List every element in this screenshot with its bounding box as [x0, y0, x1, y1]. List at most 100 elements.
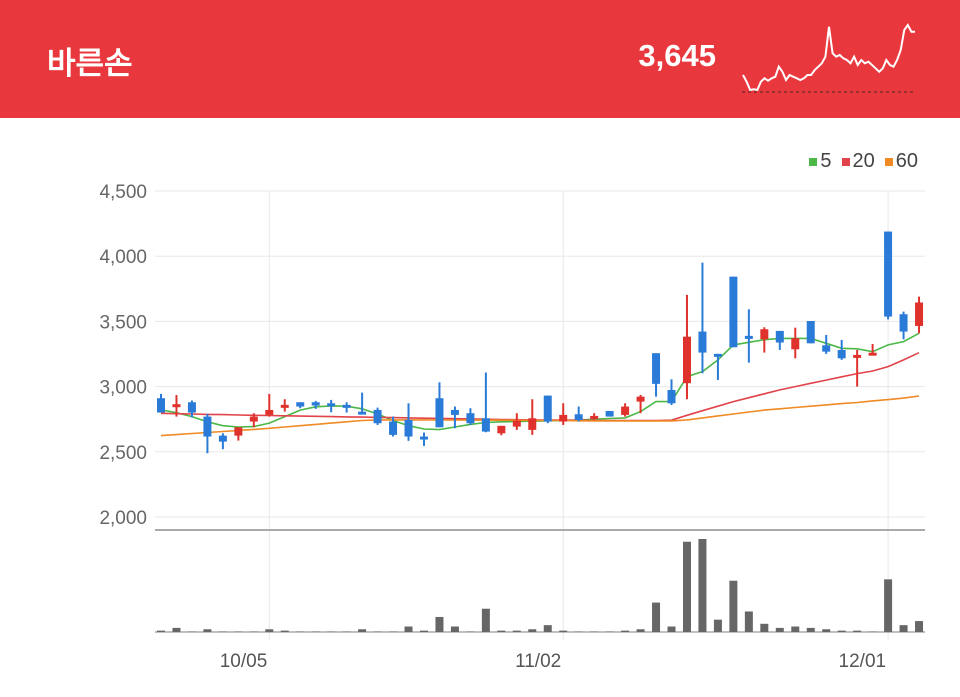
- candle: [605, 410, 614, 417]
- volume-bar: [652, 602, 661, 632]
- sparkline: [742, 23, 915, 93]
- candle: [450, 406, 459, 429]
- candle-body: [636, 396, 645, 402]
- candle: [899, 311, 908, 340]
- legend-swatch-red: [841, 157, 850, 166]
- candle-body: [157, 398, 165, 413]
- legend-label: 5: [820, 150, 832, 172]
- candle: [187, 400, 196, 418]
- candle-body: [915, 302, 924, 326]
- volume-bar: [621, 630, 630, 632]
- candle-body: [311, 402, 320, 406]
- candle-body: [574, 414, 583, 420]
- volume-bar: [775, 627, 784, 632]
- candle: [311, 400, 320, 409]
- volume-bar: [806, 627, 815, 632]
- legend-label: 60: [895, 150, 918, 172]
- current-price: 3,645: [638, 38, 716, 73]
- candle: [574, 406, 583, 422]
- candle: [744, 309, 753, 363]
- stock-name: 바른손: [47, 46, 133, 82]
- candle: [621, 403, 630, 417]
- volume-bar: [837, 630, 846, 632]
- candle-body: [682, 336, 691, 384]
- candle-body: [605, 410, 614, 417]
- volume-bar: [636, 629, 645, 632]
- volume-bar: [497, 630, 506, 632]
- volume-bar: [265, 629, 274, 632]
- candle-body: [652, 353, 661, 384]
- candle-body: [296, 402, 305, 407]
- legend: 5 20 60: [809, 150, 918, 173]
- legend-swatch-orange: [884, 157, 893, 166]
- candle: [342, 402, 351, 413]
- volume-bar: [884, 579, 893, 632]
- candle-body: [559, 414, 568, 422]
- volume-bar: [512, 630, 521, 632]
- candle: [280, 399, 289, 412]
- candle: [698, 262, 707, 374]
- candle: [713, 353, 722, 380]
- volume-bar: [419, 630, 428, 632]
- candle: [234, 427, 243, 441]
- candle-body: [590, 415, 599, 419]
- volume-bar: [280, 630, 289, 632]
- y-tick-label: 4,500: [99, 182, 147, 203]
- candle-body: [698, 331, 707, 353]
- candle: [466, 408, 475, 425]
- candle: [590, 413, 599, 420]
- candle: [157, 393, 165, 413]
- candle: [652, 353, 661, 397]
- candle-body: [806, 321, 815, 344]
- candle: [682, 294, 691, 400]
- candle-body: [528, 418, 537, 430]
- volume-bar: [543, 625, 552, 632]
- candle: [497, 425, 506, 436]
- y-tick-label: 3,000: [99, 378, 147, 399]
- candle: [203, 413, 212, 454]
- y-tick-label: 2,500: [99, 443, 147, 464]
- candle: [806, 321, 815, 344]
- legend-label: 20: [852, 150, 875, 172]
- candle-body: [744, 335, 753, 339]
- candle-body: [760, 329, 769, 340]
- candle-body: [187, 402, 196, 413]
- candle: [791, 327, 800, 359]
- candle: [358, 392, 367, 415]
- legend-item-ma60: 60: [884, 150, 918, 173]
- candle: [837, 339, 846, 360]
- volume-bar: [822, 629, 831, 632]
- candle: [512, 413, 521, 430]
- candle: [636, 394, 645, 414]
- volume-bar: [358, 629, 367, 632]
- sparkline-line: [742, 23, 915, 92]
- candle: [868, 343, 877, 356]
- volume-bar: [744, 611, 753, 632]
- legend-swatch-green: [809, 157, 818, 166]
- volume-bar: [481, 608, 490, 632]
- candle: [822, 334, 831, 354]
- volume-bar: [698, 539, 707, 632]
- candle: [481, 372, 490, 433]
- candle-body: [249, 416, 258, 422]
- candle-body: [543, 395, 552, 422]
- candle-body: [729, 276, 738, 348]
- candle: [884, 231, 893, 320]
- candle-body: [450, 409, 459, 415]
- candle: [419, 432, 428, 446]
- candle-body: [265, 409, 274, 415]
- legend-item-ma20: 20: [841, 150, 875, 173]
- candle: [729, 276, 738, 348]
- candle-body: [512, 420, 521, 427]
- y-tick-label: 2,000: [99, 508, 147, 529]
- volume-bar: [729, 580, 738, 632]
- volume-bar: [915, 621, 924, 632]
- candle-body: [481, 418, 490, 432]
- volume-bar: [528, 629, 537, 632]
- candle-body: [884, 231, 893, 317]
- volume-bar: [404, 626, 413, 632]
- candle-body: [435, 398, 444, 428]
- candle-body: [389, 421, 398, 435]
- y-tick-label: 3,500: [99, 312, 147, 333]
